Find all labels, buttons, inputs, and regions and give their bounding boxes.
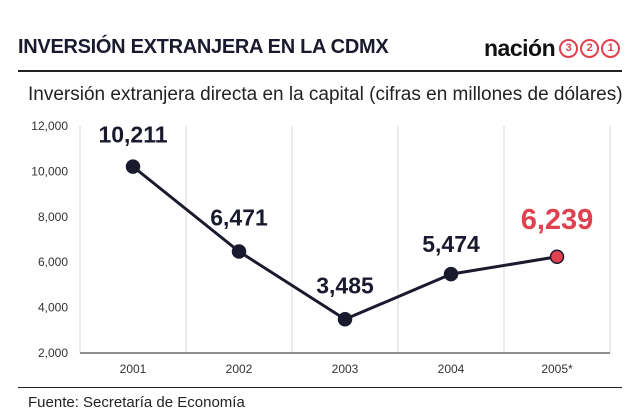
data-label: 6,471 (210, 205, 268, 231)
data-label: 10,211 (98, 122, 167, 148)
data-point (125, 159, 141, 174)
logo-digit-circle: 2 (580, 39, 600, 58)
y-tick-label: 6,000 (38, 255, 68, 269)
x-tick-label: 2002 (226, 362, 253, 376)
x-tick-label: 2004 (438, 362, 465, 376)
logo-digit-circle: 1 (601, 39, 621, 58)
footer-divider (18, 387, 622, 388)
x-tick-label: 2003 (332, 362, 359, 376)
chart-title: INVERSIÓN EXTRANJERA EN LA CDMX (18, 36, 389, 58)
header-divider (18, 70, 622, 72)
chart-subtitle: Inversión extranjera directa en la capit… (28, 84, 623, 105)
y-tick-label: 10,000 (31, 164, 68, 178)
data-label: 3,485 (316, 272, 374, 298)
y-tick-label: 2,000 (38, 346, 68, 360)
brand-logo: nación 3 2 1 (484, 35, 621, 62)
data-label-highlight: 6,239 (521, 204, 594, 236)
data-label: 5,474 (422, 231, 480, 257)
data-point (443, 266, 459, 282)
y-tick-label: 12,000 (31, 119, 68, 133)
source-note: Fuente: Secretaría de Economía (28, 394, 245, 411)
data-point-highlight (549, 249, 565, 265)
data-point (231, 244, 247, 259)
logo-wordmark: nación (484, 35, 556, 61)
y-tick-label: 4,000 (38, 301, 68, 315)
data-point (337, 312, 353, 327)
logo-digit-circle: 3 (559, 39, 579, 58)
x-tick-label: 2001 (120, 362, 147, 376)
x-tick-label: 2005* (541, 362, 573, 376)
logo-digits: 3 2 1 (557, 39, 621, 58)
y-tick-label: 8,000 (38, 210, 68, 224)
